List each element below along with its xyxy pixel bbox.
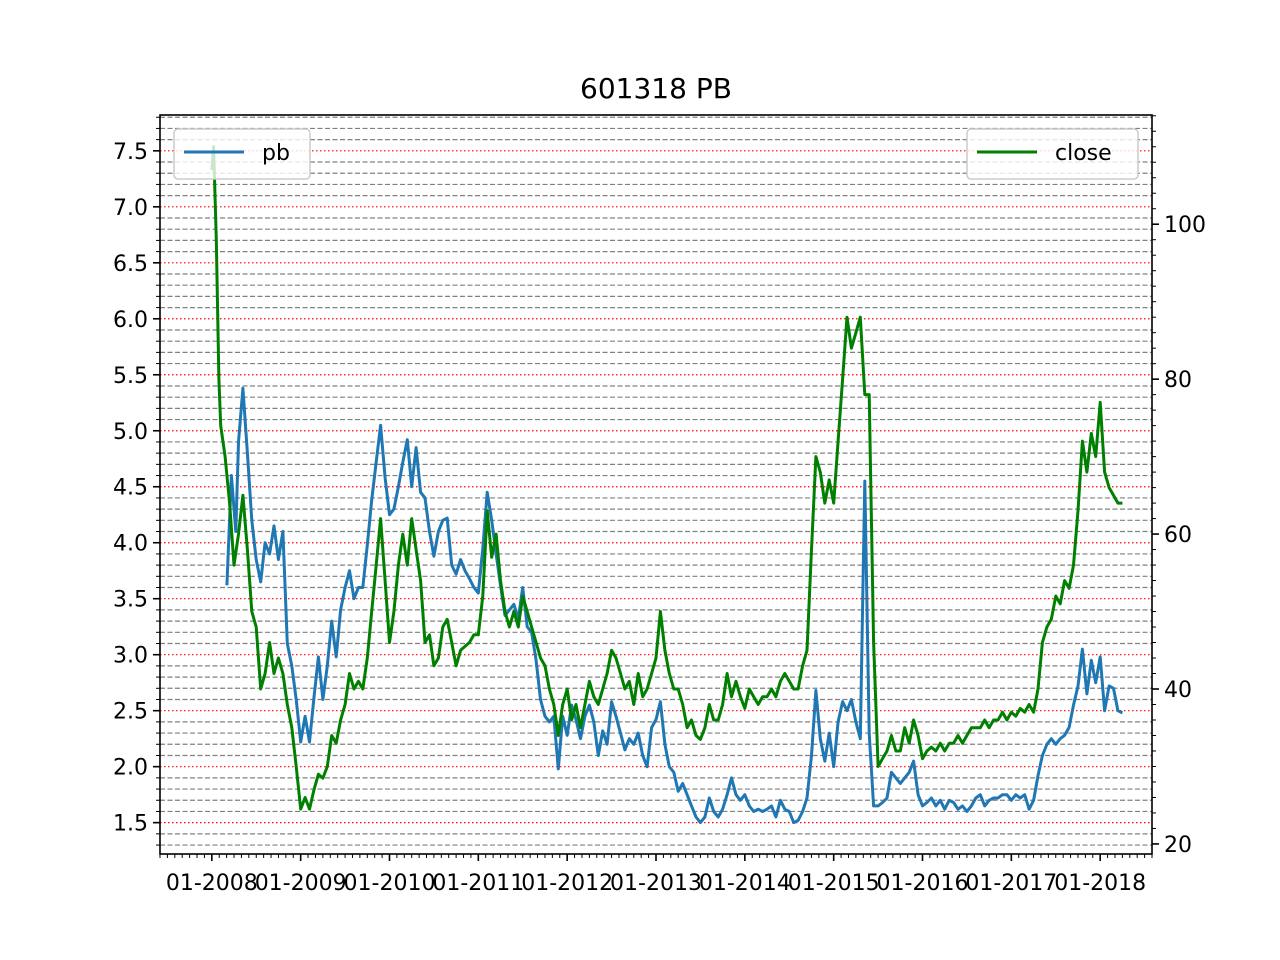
left-tick-label: 7.5 — [113, 140, 148, 165]
x-tick-label: 01-2017 — [965, 871, 1057, 896]
x-tick-label: 01-2009 — [255, 871, 347, 896]
left-tick-label: 5.0 — [113, 420, 148, 445]
left-tick-label: 7.0 — [113, 196, 148, 221]
legend-pb-frame — [173, 128, 311, 180]
x-tick-label: 01-2012 — [521, 871, 613, 896]
x-tick-label: 01-2011 — [432, 871, 524, 896]
series-layer — [210, 145, 1124, 825]
x-tick-label: 01-2015 — [788, 871, 880, 896]
legend-pb-label: pb — [262, 141, 290, 166]
x-axis: 01-200801-200901-201001-201101-201201-20… — [159, 854, 1153, 896]
left-y-axis: 1.5 2.0 2.5 3.0 3.5 4.0 4.5 5.0 5.5 6.0 6.5 7.0 7.5 — [113, 116, 160, 846]
right-y-axis: 20 40 60 80 100 — [1152, 115, 1206, 858]
series-line-pb — [225, 386, 1124, 825]
x-tick-label: 01-2013 — [610, 871, 702, 896]
left-tick-label: 4.0 — [113, 532, 148, 557]
right-tick-label: 40 — [1164, 678, 1192, 703]
left-tick-label: 5.5 — [113, 364, 148, 389]
x-tick-label: 01-2010 — [344, 871, 436, 896]
left-tick-label: 6.5 — [113, 252, 148, 277]
left-tick-label: 6.0 — [113, 308, 148, 333]
left-tick-label: 2.0 — [113, 756, 148, 781]
left-tick-label: 4.5 — [113, 476, 148, 501]
legend-pb: pb — [173, 128, 311, 180]
chart-title: 601318 PB — [580, 72, 732, 105]
series-line-close — [210, 145, 1123, 811]
left-tick-label: 2.5 — [113, 700, 148, 725]
right-tick-label: 60 — [1164, 523, 1192, 548]
legend-close: close — [966, 128, 1139, 180]
x-tick-label: 01-2014 — [699, 871, 791, 896]
x-tick-label: 01-2018 — [1054, 871, 1146, 896]
legend-close-label: close — [1055, 141, 1112, 166]
left-tick-label: 1.5 — [113, 812, 148, 837]
right-tick-label: 80 — [1164, 368, 1192, 393]
right-tick-label: 100 — [1164, 213, 1206, 238]
x-tick-label: 01-2008 — [166, 871, 258, 896]
right-tick-label: 20 — [1164, 833, 1192, 858]
legend-close-frame — [966, 128, 1139, 180]
x-tick-label: 01-2016 — [877, 871, 969, 896]
left-tick-label: 3.0 — [113, 644, 148, 669]
left-tick-label: 3.5 — [113, 588, 148, 613]
